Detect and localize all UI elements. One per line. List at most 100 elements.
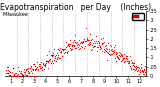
Point	[124, 60, 126, 61]
Point	[119, 53, 122, 55]
Point	[108, 44, 111, 45]
Point	[35, 68, 38, 70]
Point	[14, 75, 17, 76]
Point	[62, 49, 65, 50]
Point	[124, 56, 127, 57]
Point	[95, 41, 98, 42]
Point	[8, 74, 10, 75]
Point	[125, 57, 127, 58]
Point	[65, 52, 68, 54]
Point	[115, 54, 117, 55]
Title: Evapotranspiration   per Day    (Inches): Evapotranspiration per Day (Inches)	[0, 3, 151, 12]
Point	[43, 64, 46, 66]
Point	[117, 52, 120, 53]
Point	[41, 63, 44, 64]
Point	[99, 46, 101, 47]
Point	[53, 58, 56, 59]
Point	[44, 62, 47, 64]
Point	[73, 45, 76, 47]
Point	[12, 74, 15, 75]
Point	[23, 75, 26, 76]
Point	[112, 53, 115, 54]
Point	[31, 68, 33, 70]
Point	[89, 42, 91, 43]
Point	[76, 44, 79, 45]
Point	[95, 51, 98, 52]
Point	[93, 45, 96, 47]
Point	[85, 40, 88, 41]
Point	[130, 68, 132, 69]
Point	[78, 42, 81, 43]
Point	[137, 70, 140, 71]
Point	[53, 60, 56, 61]
Point	[87, 39, 90, 40]
Point	[21, 74, 24, 75]
Point	[74, 42, 76, 43]
Point	[68, 43, 70, 45]
Point	[116, 56, 118, 58]
Point	[139, 71, 141, 73]
Point	[15, 72, 17, 73]
Point	[109, 55, 111, 56]
Point	[97, 47, 100, 48]
Point	[100, 47, 102, 48]
Point	[43, 68, 45, 70]
Point	[72, 42, 74, 43]
Point	[101, 50, 103, 51]
Point	[75, 44, 78, 46]
Point	[31, 68, 34, 70]
Point	[30, 66, 33, 68]
Point	[18, 72, 21, 74]
Point	[66, 44, 69, 46]
Point	[83, 45, 86, 47]
Point	[127, 62, 129, 64]
Point	[28, 73, 30, 74]
Point	[91, 38, 94, 40]
Point	[48, 60, 51, 61]
Point	[134, 67, 137, 69]
Point	[28, 72, 30, 73]
Point	[25, 70, 27, 71]
Point	[138, 74, 141, 75]
Point	[144, 65, 146, 66]
Point	[85, 40, 87, 41]
Point	[81, 42, 83, 43]
Point	[103, 48, 105, 49]
Point	[86, 38, 89, 40]
Point	[45, 54, 48, 56]
Point	[58, 50, 60, 51]
Point	[120, 54, 122, 56]
Point	[108, 48, 111, 50]
Point	[122, 58, 124, 59]
Point	[144, 71, 147, 73]
Point	[95, 35, 97, 36]
Point	[113, 46, 116, 48]
Point	[39, 65, 42, 66]
Point	[14, 75, 16, 76]
Point	[64, 51, 67, 53]
Point	[87, 39, 89, 41]
Point	[105, 47, 108, 49]
Point	[26, 68, 28, 70]
Point	[130, 61, 133, 62]
Point	[72, 44, 74, 45]
Point	[118, 54, 120, 55]
Point	[69, 39, 71, 41]
Point	[23, 69, 25, 70]
Point	[52, 62, 54, 63]
Point	[32, 69, 35, 71]
Point	[74, 47, 77, 49]
Point	[70, 49, 72, 50]
Point	[103, 42, 106, 43]
Point	[117, 56, 119, 58]
Point	[39, 64, 41, 65]
Point	[107, 54, 110, 55]
Point	[44, 64, 46, 65]
Point	[5, 72, 7, 73]
Point	[33, 75, 36, 76]
Point	[106, 51, 108, 53]
Point	[73, 39, 75, 41]
Point	[20, 70, 22, 72]
Point	[11, 75, 14, 76]
Point	[132, 65, 135, 66]
